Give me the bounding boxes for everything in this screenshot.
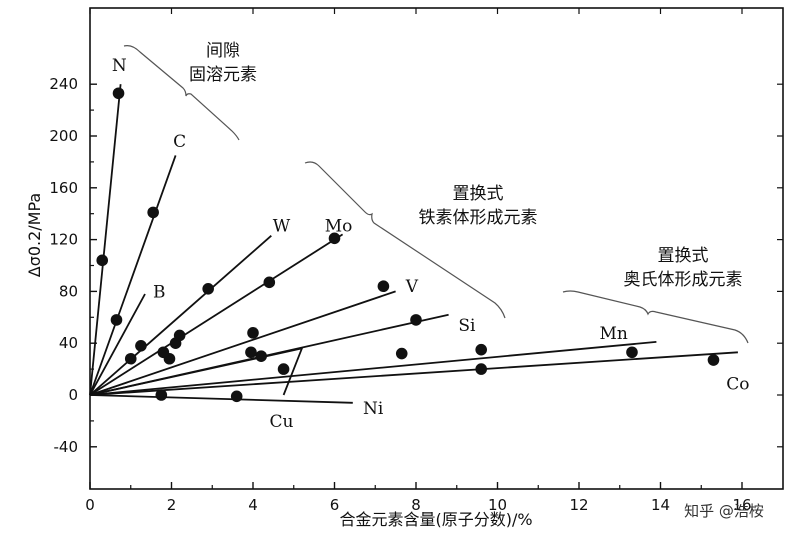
- series-label-w: W: [273, 216, 291, 236]
- x-tick-label: 0: [85, 496, 95, 514]
- data-point-n: [96, 254, 109, 267]
- series-line-c: [89, 155, 177, 396]
- group-label-3: 奥氏体形成元素: [624, 270, 743, 290]
- data-point-si: [255, 350, 267, 362]
- data-point-mn: [475, 343, 488, 356]
- series-label-co: Co: [726, 374, 749, 394]
- data-point-n: [112, 87, 125, 100]
- series-label-b: B: [153, 282, 166, 302]
- series-line-cu: [89, 347, 304, 396]
- y-tick-label: 80: [59, 282, 78, 300]
- data-point-cu: [277, 363, 290, 375]
- series-line-co: [89, 351, 738, 396]
- series-label-ni: Ni: [363, 399, 384, 419]
- watermark-text: 知乎 @浩桉: [684, 502, 764, 520]
- group-brace-2: [304, 161, 506, 319]
- y-tick-label: 160: [49, 179, 78, 197]
- series-label-n: N: [112, 56, 127, 76]
- series-label-mo: Mo: [325, 216, 353, 236]
- x-tick-label: 2: [167, 496, 177, 514]
- data-point-v: [377, 280, 390, 293]
- group-label-2: 铁素体形成元素: [419, 208, 538, 228]
- y-tick-label: -40: [54, 438, 79, 456]
- data-point-ni: [230, 390, 243, 403]
- x-tick-label: 8: [411, 496, 421, 514]
- data-point-v: [173, 329, 186, 342]
- y-tick-label: 120: [49, 231, 78, 249]
- series-line-b: [89, 293, 146, 396]
- data-point-co: [707, 354, 720, 366]
- series-line-v: [89, 290, 396, 396]
- data-point-cu: [245, 346, 257, 359]
- data-point-mn: [626, 346, 638, 359]
- data-point-v: [247, 327, 259, 339]
- series-label-si: Si: [458, 316, 476, 336]
- y-tick-label: 40: [59, 334, 78, 352]
- data-point-c: [147, 206, 159, 219]
- plot-frame: [89, 7, 784, 490]
- series-label-cu: Cu: [270, 412, 294, 432]
- data-point-b: [124, 352, 137, 365]
- x-tick-label: 10: [488, 496, 507, 514]
- y-tick-label: 200: [49, 127, 78, 145]
- data-point-mo: [263, 276, 276, 289]
- group-label-3: 置换式: [658, 246, 709, 266]
- data-point-co: [475, 363, 488, 375]
- series-line-w: [89, 235, 272, 396]
- data-point-mo: [328, 232, 341, 245]
- x-tick-label: 14: [651, 496, 670, 514]
- series-label-v: V: [405, 277, 419, 297]
- group-brace-3: [562, 290, 749, 344]
- data-point-c: [110, 314, 123, 326]
- x-tick-label: 12: [569, 496, 588, 514]
- group-label-1: 间隙: [206, 41, 240, 61]
- y-tick-label: 0: [68, 386, 78, 404]
- data-point-cu: [157, 346, 170, 359]
- data-point-si: [410, 314, 422, 326]
- series-line-n: [89, 84, 122, 396]
- group-brace-1: [123, 45, 240, 141]
- group-label-2: 置换式: [453, 184, 504, 204]
- group-label-1: 固溶元素: [189, 65, 257, 85]
- data-point-ni: [155, 389, 168, 401]
- x-axis-title: 合金元素含量(原子分数)/%: [339, 510, 532, 529]
- series-line-mo: [89, 233, 344, 396]
- series-line-mn: [89, 341, 657, 396]
- y-tick-label: 240: [49, 75, 78, 93]
- series-line-ni: [89, 394, 353, 404]
- x-tick-label: 6: [330, 496, 340, 514]
- data-point-mn: [395, 347, 408, 360]
- series-label-c: C: [173, 132, 186, 152]
- x-tick-label: 4: [248, 496, 258, 514]
- data-point-w: [202, 283, 214, 295]
- x-tick-label: 16: [732, 496, 751, 514]
- data-point-w: [135, 339, 147, 352]
- y-axis-title: Δσ0.2/MPa: [25, 193, 44, 277]
- series-label-mn: Mn: [599, 324, 627, 344]
